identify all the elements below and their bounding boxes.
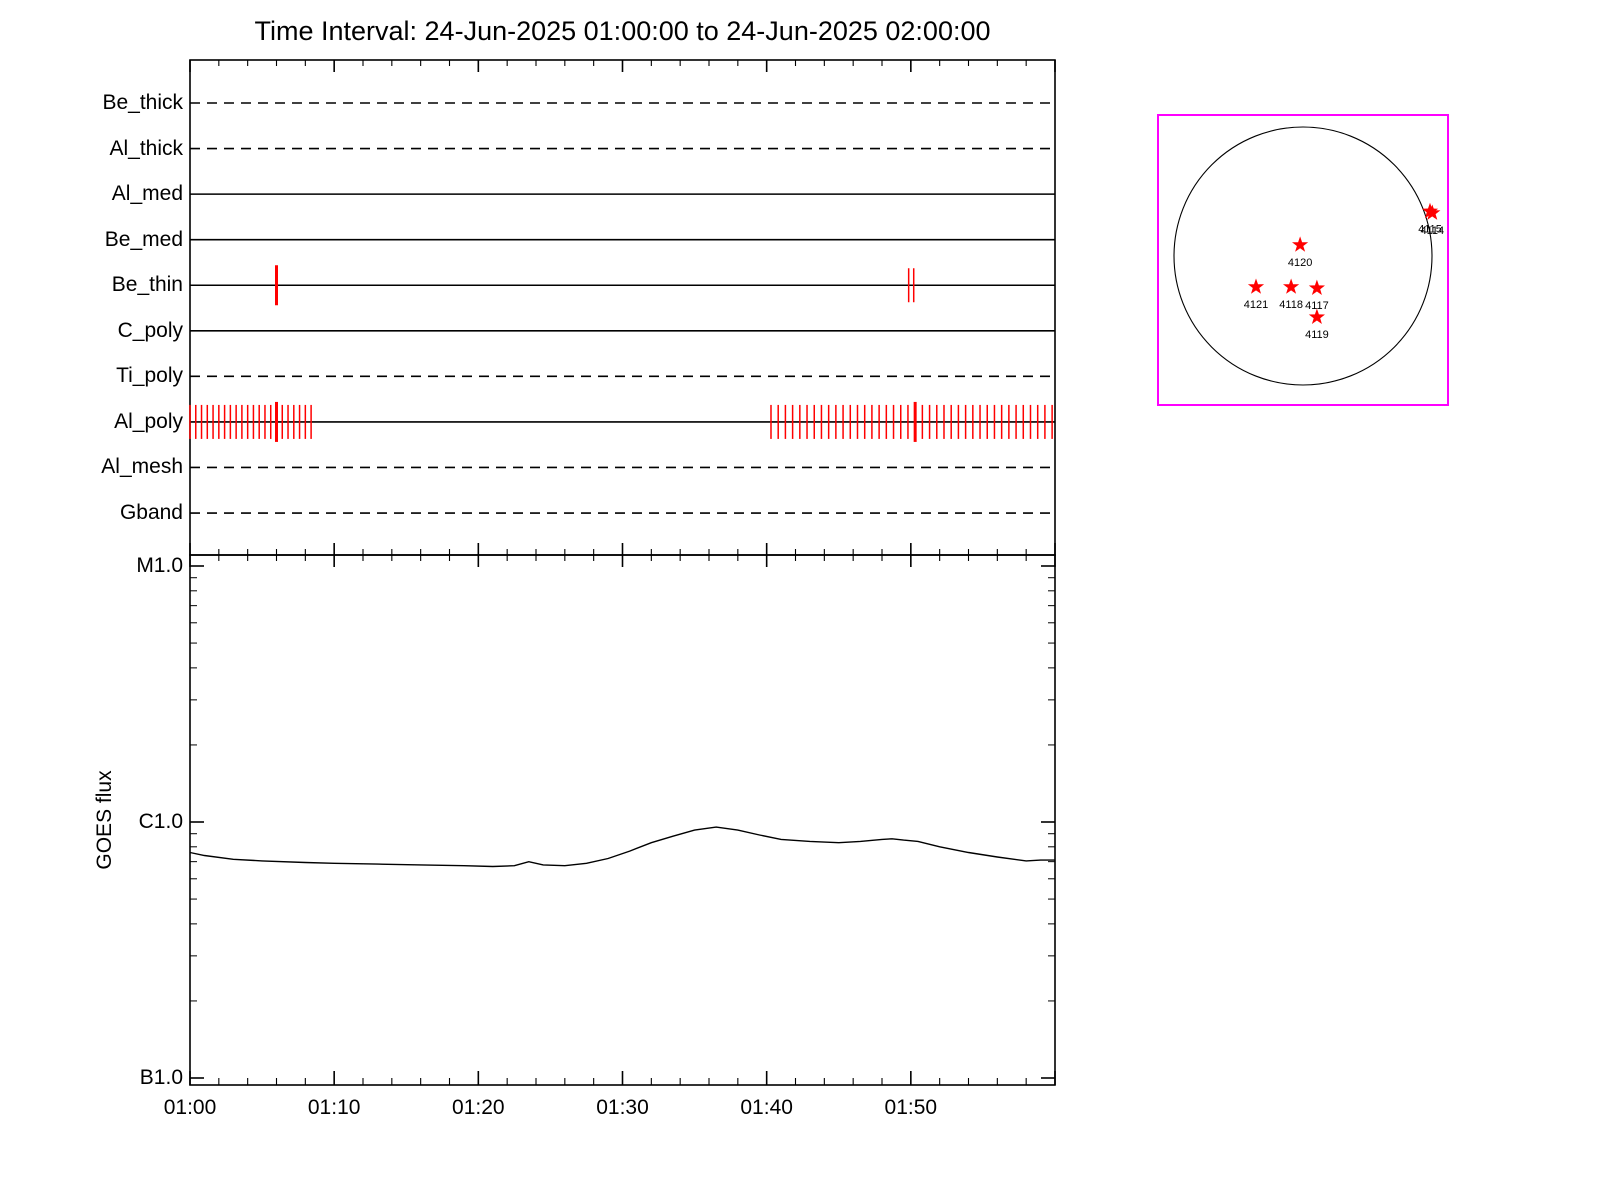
x-tick-label-0: 01:00 bbox=[163, 1096, 217, 1119]
solar-map-frame bbox=[1157, 114, 1449, 406]
active-region-label: 4120 bbox=[1288, 257, 1312, 269]
filter-label-al_med: Al_med bbox=[111, 182, 183, 206]
active-region-label: 4121 bbox=[1244, 299, 1268, 311]
active-region-label: 4119 bbox=[1305, 329, 1329, 341]
y-tick-label-m1.0: M1.0 bbox=[136, 554, 183, 577]
x-tick-label-30: 01:30 bbox=[596, 1096, 649, 1119]
active-region-label: 4117 bbox=[1305, 300, 1329, 312]
filter-label-gband: Gband bbox=[119, 501, 183, 525]
x-tick-label-50: 01:50 bbox=[884, 1096, 938, 1119]
x-tick-label-10: 01:10 bbox=[307, 1096, 361, 1119]
active-region-star bbox=[1292, 236, 1309, 252]
active-region-label: 4118 bbox=[1279, 299, 1303, 311]
filter-label-al_poly: Al_poly bbox=[114, 409, 183, 433]
filter-label-c_poly: C_poly bbox=[117, 318, 183, 342]
active-region-star bbox=[1424, 204, 1441, 220]
active-region-label: 4114 bbox=[1421, 225, 1445, 237]
y-tick-label-c1.0: C1.0 bbox=[138, 810, 183, 833]
x-tick-label-40: 01:40 bbox=[740, 1096, 793, 1119]
y-tick-label-b1.0: B1.0 bbox=[139, 1066, 183, 1089]
active-region-star bbox=[1308, 279, 1325, 295]
filter-label-al_thick: Al_thick bbox=[109, 136, 183, 160]
filter-label-ti_poly: Ti_poly bbox=[116, 364, 183, 388]
filter-panel-frame bbox=[189, 59, 1056, 556]
goes-panel-frame bbox=[189, 554, 1056, 1086]
goes-flux-curve bbox=[189, 826, 1055, 868]
x-tick-label-20: 01:20 bbox=[452, 1096, 505, 1119]
solar-limb bbox=[1173, 126, 1433, 386]
plot-title: Time Interval: 24-Jun-2025 01:00:00 to 2… bbox=[254, 16, 991, 46]
active-region-star bbox=[1283, 278, 1300, 294]
filter-label-be_med: Be_med bbox=[104, 227, 183, 251]
filter-label-be_thin: Be_thin bbox=[111, 273, 183, 297]
active-region-star bbox=[1247, 278, 1265, 294]
active-region-star bbox=[1308, 308, 1325, 324]
filter-label-al_mesh: Al_mesh bbox=[101, 455, 183, 479]
filter-label-be_thick: Be_thick bbox=[102, 91, 183, 114]
active-region-label: 4115 bbox=[1418, 223, 1442, 235]
